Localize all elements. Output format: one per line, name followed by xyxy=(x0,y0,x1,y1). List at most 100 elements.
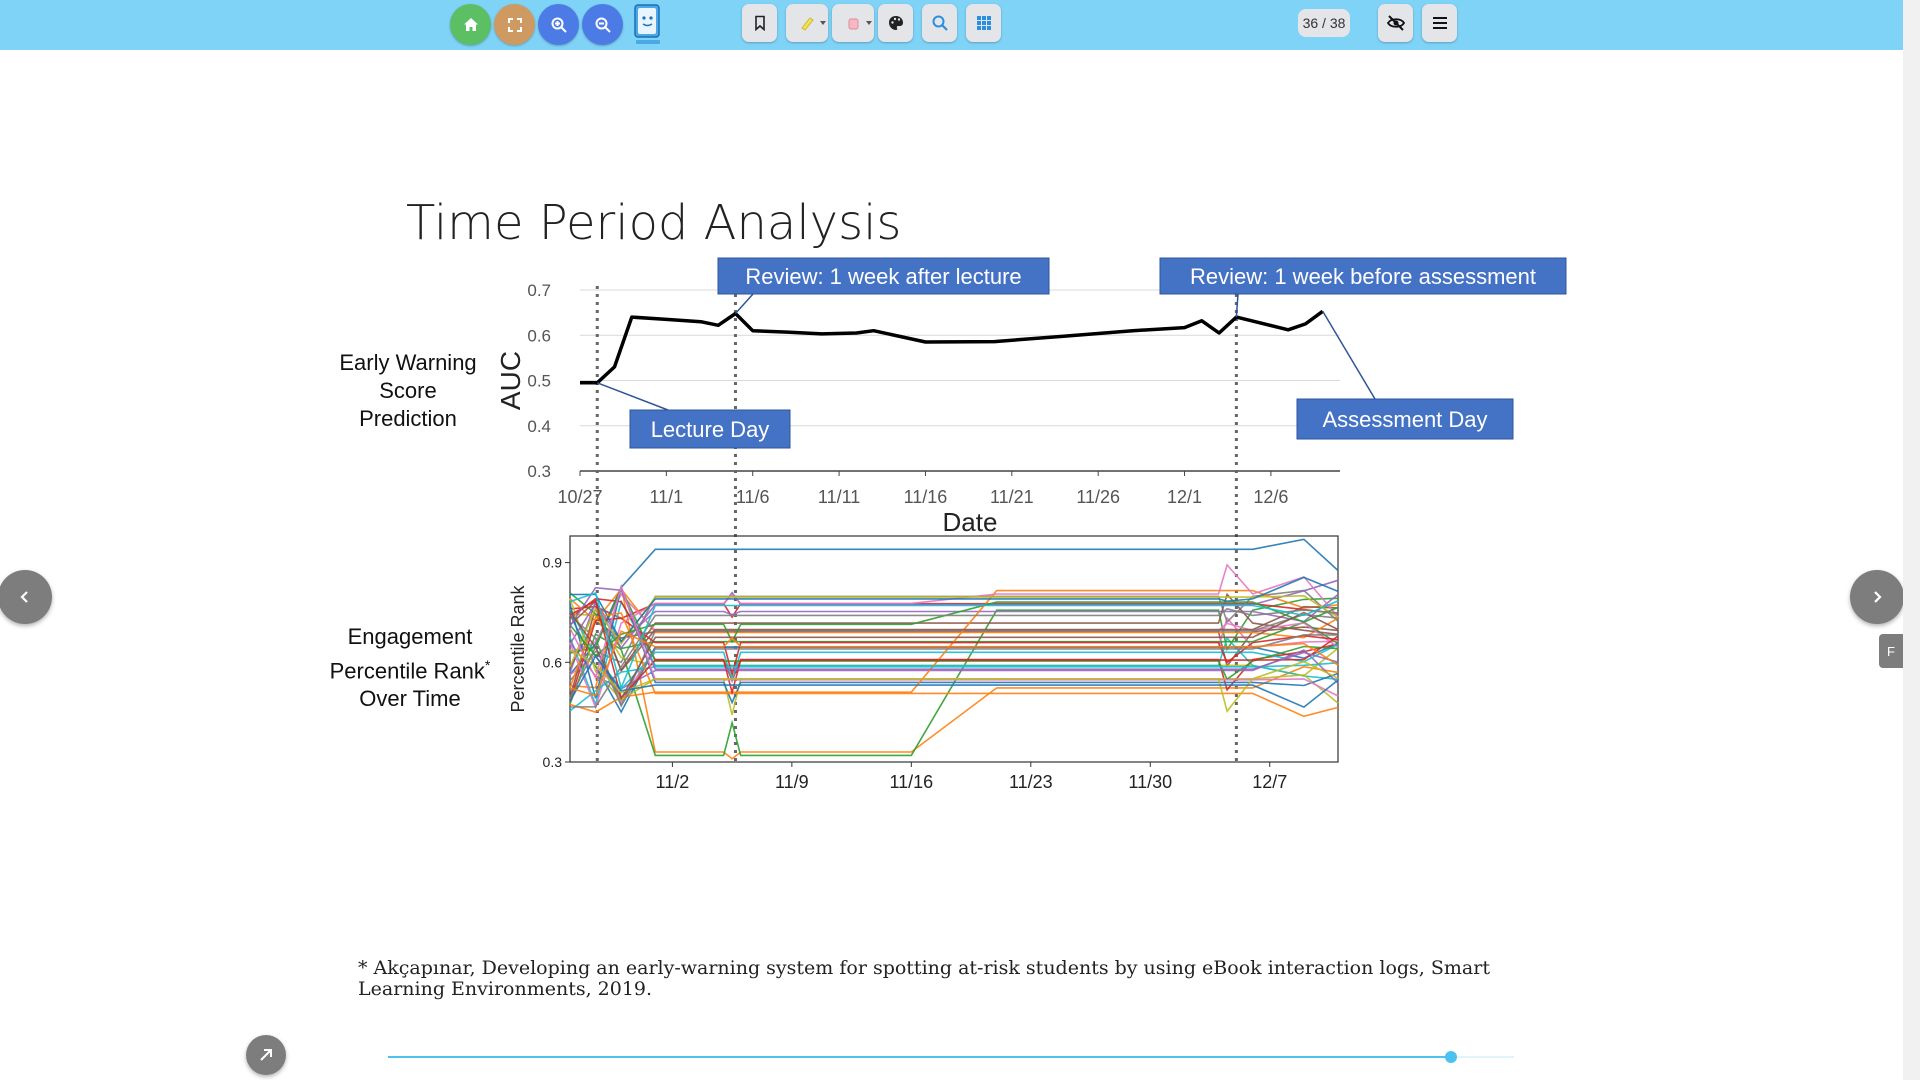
x-tick-label: 11/1 xyxy=(650,487,684,507)
student-rank-line xyxy=(569,630,1339,697)
callout-leader-line xyxy=(1235,293,1239,318)
student-rank-line xyxy=(569,649,1339,714)
y-axis-title: AUC xyxy=(495,351,526,410)
chevron-left-icon xyxy=(20,591,28,603)
zoom-in-icon xyxy=(551,17,567,33)
eye-off-icon xyxy=(1386,15,1405,31)
highlighter-button[interactable] xyxy=(786,4,828,42)
highlighter-dropdown-caret[interactable] xyxy=(820,21,826,25)
y-tick-label: 0.3 xyxy=(543,754,563,770)
next-page-button[interactable] xyxy=(1850,570,1904,624)
eraser-icon xyxy=(848,18,859,30)
student-rank-line xyxy=(569,597,1339,757)
student-rank-line xyxy=(569,538,1339,675)
chevron-right-icon xyxy=(1874,591,1882,603)
expand-button[interactable] xyxy=(246,1035,286,1075)
x-tick-label: 11/21 xyxy=(990,487,1034,507)
callout-leader-line xyxy=(597,382,669,411)
y-tick-label: 0.9 xyxy=(543,555,563,571)
student-rank-line xyxy=(569,608,1339,691)
student-rank-line xyxy=(569,586,1339,681)
student-rank-line xyxy=(569,579,1339,650)
student-rank-line xyxy=(569,576,1339,643)
home-icon xyxy=(463,17,478,31)
callout-leader-line xyxy=(734,293,754,315)
eraser-dropdown-caret[interactable] xyxy=(866,21,872,25)
palette-button[interactable] xyxy=(878,4,913,42)
x-tick-label: 11/16 xyxy=(889,772,933,792)
x-tick-label: 12/1 xyxy=(1167,487,1202,507)
callout-label: Review: 1 week before assessment xyxy=(1190,264,1536,289)
progress-thumb[interactable] xyxy=(1444,1051,1457,1063)
vertical-scrollbar[interactable] xyxy=(1903,0,1920,1080)
top-toolbar: 36 / 38 xyxy=(0,0,1903,50)
student-rank-line xyxy=(569,654,1339,709)
y-tick-label: 0.3 xyxy=(527,462,551,481)
x-tick-label: 11/16 xyxy=(904,487,948,507)
callout-box xyxy=(717,257,1050,295)
y-tick-label: 0.6 xyxy=(543,654,563,670)
menu-icon xyxy=(1432,17,1447,29)
zoom-out-icon xyxy=(595,17,611,33)
page-counter: 36 / 38 xyxy=(1298,9,1350,37)
y-tick-label: 0.5 xyxy=(527,372,551,391)
student-rank-line xyxy=(569,599,1339,700)
citation-footnote: * Akçapınar, Developing an early-warning… xyxy=(358,957,1490,1000)
callout-label: Review: 1 week after lecture xyxy=(745,264,1021,289)
side-label-line: Early Warning xyxy=(339,350,477,375)
fullscreen-button[interactable] xyxy=(494,4,535,45)
y-axis-title: Percentile Rank xyxy=(508,584,528,712)
callout-box xyxy=(1296,398,1514,440)
app-logo xyxy=(632,3,664,47)
fullscreen-icon xyxy=(507,17,522,32)
y-tick-label: 0.7 xyxy=(527,281,551,300)
side-panel-tab[interactable]: F xyxy=(1879,634,1903,668)
student-rank-line xyxy=(569,563,1339,710)
student-rank-line xyxy=(569,641,1339,690)
hide-annotations-button[interactable] xyxy=(1378,4,1413,42)
callout-box xyxy=(629,409,791,449)
student-rank-line xyxy=(569,589,1339,713)
bookmark-button[interactable] xyxy=(742,4,777,42)
callout-label: Assessment Day xyxy=(1322,407,1487,432)
eraser-button[interactable] xyxy=(832,4,874,42)
y-tick-label: 0.6 xyxy=(527,326,551,345)
zoom-in-button[interactable] xyxy=(538,4,579,45)
zoom-out-button[interactable] xyxy=(582,4,623,45)
side-label-line: Over Time xyxy=(359,686,461,712)
x-tick-label: 11/30 xyxy=(1128,772,1172,792)
side-label-line: Score xyxy=(379,378,437,403)
percentile-rank-chart: 0.3 0.6 0.9 11/2 11/9 11/16 11/23 11/30 12/7 Perc… xyxy=(508,535,1339,792)
x-tick-label: 11/23 xyxy=(1009,772,1053,792)
highlighter-icon xyxy=(801,17,814,31)
student-rank-line xyxy=(569,601,1339,657)
grid-icon xyxy=(976,16,991,30)
menu-button[interactable] xyxy=(1422,4,1457,42)
grid-view-button[interactable] xyxy=(966,4,1001,42)
footnote-marker: * xyxy=(484,657,491,673)
student-rank-line xyxy=(569,611,1339,701)
arrow-up-right-icon xyxy=(260,1049,272,1061)
x-tick-label: 12/6 xyxy=(1253,487,1288,507)
palette-icon xyxy=(888,16,903,30)
slide-title: Time Period Analysis xyxy=(406,195,902,251)
x-tick-label: 11/6 xyxy=(736,487,770,507)
student-rank-line xyxy=(569,586,1339,671)
student-rank-line xyxy=(569,586,1339,760)
callout-leader-line xyxy=(1322,310,1376,400)
student-rank-line xyxy=(569,583,1339,697)
side-label-line: Prediction xyxy=(359,406,457,431)
top-chart-side-label: Early Warning Score Prediction xyxy=(328,349,488,433)
x-tick-label: 11/9 xyxy=(775,772,809,792)
progress-fill xyxy=(388,1056,1451,1058)
slide-canvas: Time Period Analysis Early Warning Score… xyxy=(0,50,1903,1080)
student-rank-line xyxy=(569,591,1339,691)
home-button[interactable] xyxy=(450,4,491,45)
previous-page-button[interactable] xyxy=(0,570,52,624)
search-button[interactable] xyxy=(922,4,957,42)
page-progress-slider[interactable] xyxy=(388,1051,1514,1063)
x-tick-label: 11/2 xyxy=(656,772,690,792)
side-label-line: Percentile Rank xyxy=(329,658,485,684)
student-rank-line xyxy=(569,612,1339,718)
student-rank-line xyxy=(569,613,1339,708)
